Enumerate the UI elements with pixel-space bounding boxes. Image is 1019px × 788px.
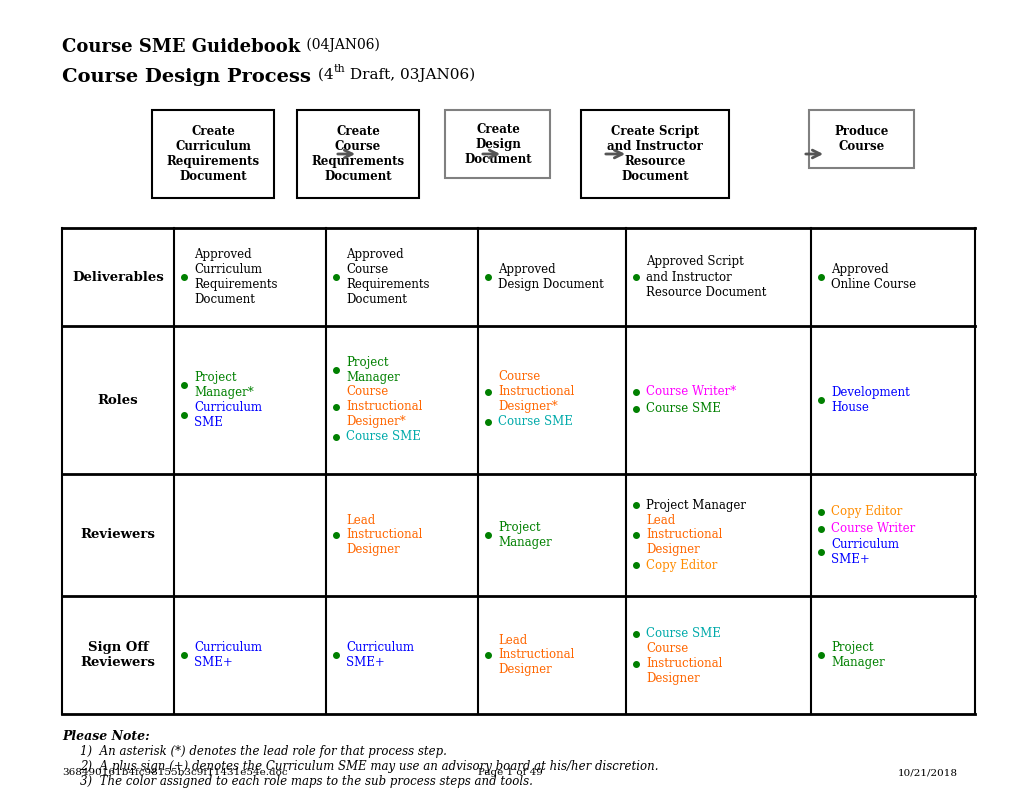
Text: 1)  An asterisk (*) denotes the lead role for that process step.: 1) An asterisk (*) denotes the lead role… — [79, 745, 446, 758]
Text: 368490161b4fc98155b3c9f11431e54e.doc: 368490161b4fc98155b3c9f11431e54e.doc — [62, 768, 287, 777]
Text: Approved
Curriculum
Requirements
Document: Approved Curriculum Requirements Documen… — [194, 248, 277, 306]
Bar — [62, 228, 974, 714]
Text: Course SME: Course SME — [645, 627, 720, 640]
Text: Approved
Online Course: Approved Online Course — [830, 263, 915, 291]
Text: Project
Manager: Project Manager — [345, 356, 399, 384]
Text: Please Note:: Please Note: — [62, 730, 150, 743]
Text: Copy Editor: Copy Editor — [645, 559, 716, 571]
Text: Curriculum
SME+: Curriculum SME+ — [345, 641, 414, 669]
Text: Development
House: Development House — [830, 386, 909, 414]
Text: Lead
Instructional
Designer: Lead Instructional Designer — [645, 514, 721, 556]
Text: Approved
Course
Requirements
Document: Approved Course Requirements Document — [345, 248, 429, 306]
Text: Sign Off
Reviewers: Sign Off Reviewers — [81, 641, 155, 669]
Text: Approved Script
and Instructor
Resource Document: Approved Script and Instructor Resource … — [645, 255, 765, 299]
Text: Create
Design
Document: Create Design Document — [464, 122, 531, 165]
Text: Produce
Course: Produce Course — [834, 125, 889, 153]
Bar — [445, 110, 550, 178]
Bar — [297, 110, 419, 198]
Text: Course SME: Course SME — [645, 402, 720, 415]
Text: Course
Instructional
Designer*: Course Instructional Designer* — [497, 370, 574, 413]
Text: Course Writer*: Course Writer* — [645, 385, 736, 398]
Text: Approved
Design Document: Approved Design Document — [497, 263, 603, 291]
Bar — [809, 110, 914, 168]
Text: Curriculum
SME+: Curriculum SME+ — [830, 538, 898, 566]
Text: Create
Curriculum
Requirements
Document: Create Curriculum Requirements Document — [166, 125, 259, 183]
Text: Course Design Process: Course Design Process — [62, 68, 311, 86]
Text: Create Script
and Instructor
Resource
Document: Create Script and Instructor Resource Do… — [606, 125, 702, 183]
Text: Curriculum
SME+: Curriculum SME+ — [194, 641, 262, 669]
Text: Course
Instructional
Designer: Course Instructional Designer — [645, 642, 721, 685]
Text: Create
Course
Requirements
Document: Create Course Requirements Document — [311, 125, 405, 183]
Text: Lead
Instructional
Designer: Lead Instructional Designer — [497, 634, 574, 677]
Bar — [152, 110, 274, 198]
Text: Course SME: Course SME — [497, 415, 573, 428]
Text: Reviewers: Reviewers — [81, 529, 155, 541]
Text: Course
Instructional
Designer*: Course Instructional Designer* — [345, 385, 422, 428]
Text: (04JAN06): (04JAN06) — [302, 38, 380, 52]
Text: Roles: Roles — [98, 393, 139, 407]
Text: 10/21/2018: 10/21/2018 — [897, 768, 957, 777]
Text: Project
Manager: Project Manager — [830, 641, 883, 669]
Text: 3)  The color assigned to each role maps to the sub process steps and tools.: 3) The color assigned to each role maps … — [79, 775, 532, 788]
Bar — [581, 110, 729, 198]
Text: Lead
Instructional
Designer: Lead Instructional Designer — [345, 514, 422, 556]
Text: Deliverables: Deliverables — [72, 270, 164, 284]
Text: th: th — [333, 64, 344, 74]
Text: Draft, 03JAN06): Draft, 03JAN06) — [344, 68, 475, 83]
Text: Course Writer: Course Writer — [830, 522, 914, 535]
Text: Project
Manager: Project Manager — [497, 521, 551, 549]
Text: Course SME: Course SME — [345, 430, 421, 443]
Text: Course SME Guidebook: Course SME Guidebook — [62, 38, 300, 56]
Text: Page 1 of 49: Page 1 of 49 — [477, 768, 542, 777]
Text: Project
Manager*: Project Manager* — [194, 371, 254, 399]
Text: Copy Editor: Copy Editor — [830, 505, 902, 518]
Text: Project Manager: Project Manager — [645, 499, 745, 511]
Text: (4: (4 — [313, 68, 333, 82]
Text: 2)  A plus sign (+) denotes the Curriculum SME may use an advisory board at his/: 2) A plus sign (+) denotes the Curriculu… — [79, 760, 658, 773]
Text: Curriculum
SME: Curriculum SME — [194, 401, 262, 429]
